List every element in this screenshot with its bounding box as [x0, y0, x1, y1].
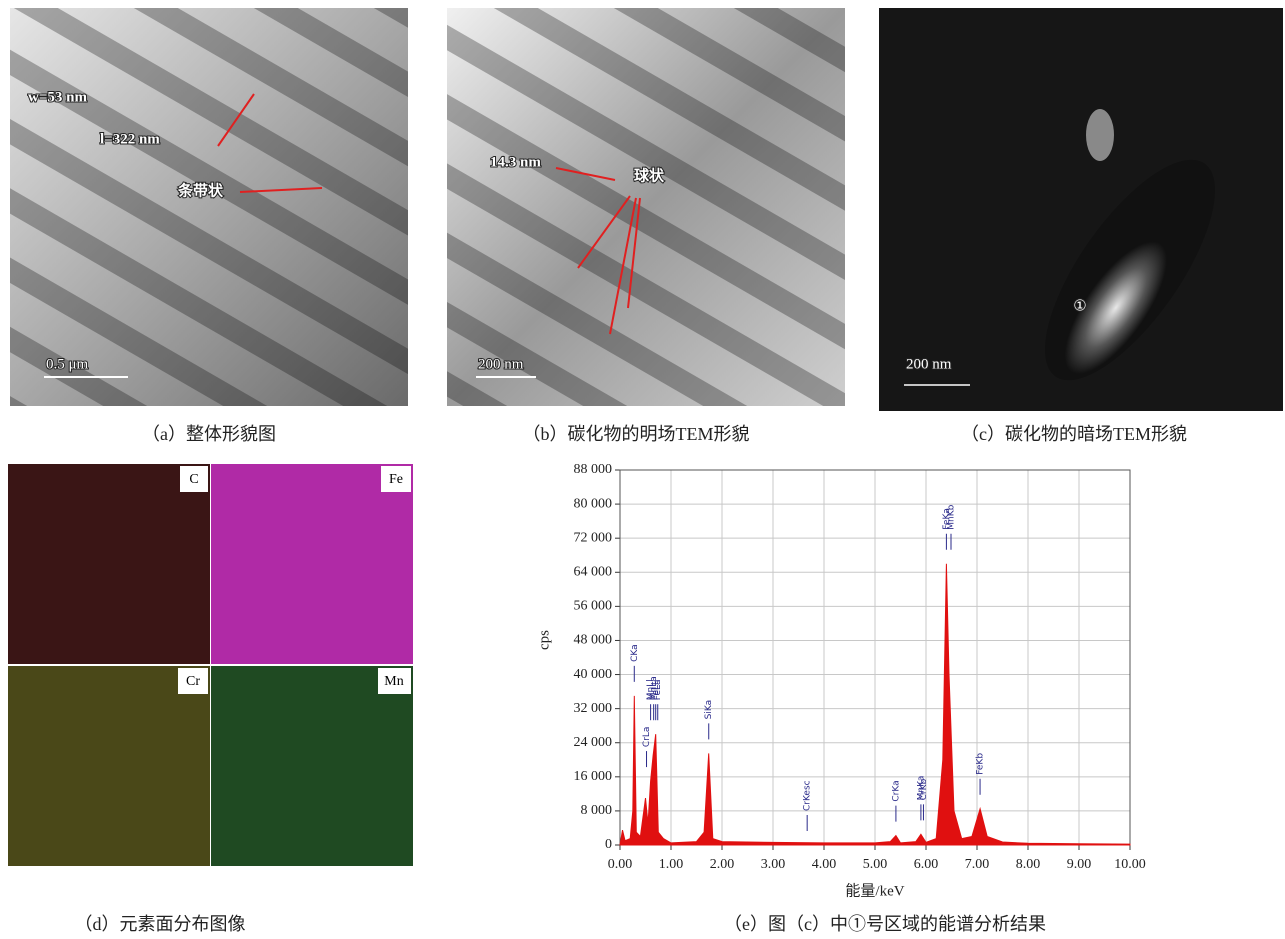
- x-tick-label: 5.00: [863, 857, 888, 872]
- peak-label: CKa: [630, 644, 640, 662]
- map-label: Cr: [186, 674, 200, 689]
- element-map: [211, 464, 413, 664]
- peak-label: FeKa: [942, 508, 952, 529]
- peak-label: CrKa: [891, 780, 901, 801]
- y-axis-label: cps: [536, 630, 552, 650]
- y-tick-label: 16 000: [574, 769, 613, 784]
- panel-d: C Fe Cr Mn （d）元素面分布图像: [8, 464, 413, 934]
- panel-e: （e）图（c）中①号区域的能谱分析结果 能量/keV cps 0 8 000 16 …: [536, 462, 1145, 934]
- caption: （e）图（c）中①号区域的能谱分析结果: [724, 914, 1046, 934]
- map-label: C: [189, 472, 198, 487]
- y-tick-label: 80 000: [574, 496, 613, 511]
- peak-label: CrLa: [642, 727, 652, 748]
- y-tick-label: 40 000: [574, 667, 613, 682]
- x-tick-label: 6.00: [914, 857, 939, 872]
- y-tick-label: 32 000: [574, 701, 613, 716]
- caption: （d）元素面分布图像: [75, 914, 246, 934]
- annotation: 条带状: [177, 181, 224, 199]
- caption: （c）碳化物的暗场TEM形貌: [961, 424, 1187, 444]
- texture: [447, 8, 845, 406]
- y-tick-label: 0: [605, 837, 612, 852]
- annotation: 14.3 nm: [490, 154, 541, 170]
- annotation: ①: [1073, 298, 1086, 314]
- y-tick-label: 8 000: [581, 803, 613, 818]
- peak-label: FeLa: [653, 679, 663, 700]
- panel-b: 14.3 nm 球状 200 nm （b）碳化物的明场TEM形貌: [447, 8, 845, 444]
- x-tick-label: 8.00: [1016, 857, 1041, 872]
- annotation: l=322 nm: [100, 131, 160, 147]
- y-tick-label: 48 000: [574, 633, 613, 648]
- element-map: [8, 464, 210, 664]
- peak-label: SiKa: [704, 700, 714, 719]
- element-map: [211, 666, 413, 866]
- map-label: Mn: [384, 674, 403, 689]
- y-tick-label: 56 000: [574, 599, 613, 614]
- x-tick-label: 3.00: [761, 857, 786, 872]
- x-axis-label: 能量/keV: [845, 882, 904, 899]
- y-tick-label: 72 000: [574, 530, 613, 545]
- x-tick-label: 9.00: [1067, 857, 1092, 872]
- figure: w=53 nm l=322 nm 条带状 0.5 μm （a）整体形貌图 14.…: [0, 0, 1285, 939]
- x-tick-label: 1.00: [659, 857, 684, 872]
- bright-region: [1086, 109, 1114, 161]
- scale-bar-label: 0.5 μm: [46, 356, 89, 372]
- annotation: 球状: [634, 166, 665, 184]
- y-tick-label: 88 000: [574, 462, 613, 477]
- peak-label: MnKa: [916, 776, 926, 801]
- scale-bar-label: 200 nm: [478, 356, 524, 372]
- annotation: w=53 nm: [28, 89, 87, 105]
- x-tick-label: 0.00: [608, 857, 633, 872]
- texture: [10, 8, 408, 406]
- x-tick-label: 10.00: [1114, 857, 1146, 872]
- panel-a: w=53 nm l=322 nm 条带状 0.5 μm （a）整体形貌图: [10, 8, 408, 444]
- panel-c: ① 200 nm （c）碳化物的暗场TEM形貌: [879, 8, 1283, 444]
- element-map: [8, 666, 210, 866]
- x-tick-label: 7.00: [965, 857, 990, 872]
- caption: （b）碳化物的明场TEM形貌: [523, 424, 750, 444]
- x-tick-label: 2.00: [710, 857, 735, 872]
- caption: （a）整体形貌图: [142, 424, 276, 444]
- peak-label: CrKesc: [803, 780, 813, 811]
- peak-label: FeKb: [976, 753, 986, 775]
- scale-bar-label: 200 nm: [906, 356, 952, 372]
- x-tick-label: 4.00: [812, 857, 837, 872]
- y-tick-label: 24 000: [574, 735, 613, 750]
- map-label: Fe: [389, 472, 403, 487]
- y-tick-label: 64 000: [574, 564, 613, 579]
